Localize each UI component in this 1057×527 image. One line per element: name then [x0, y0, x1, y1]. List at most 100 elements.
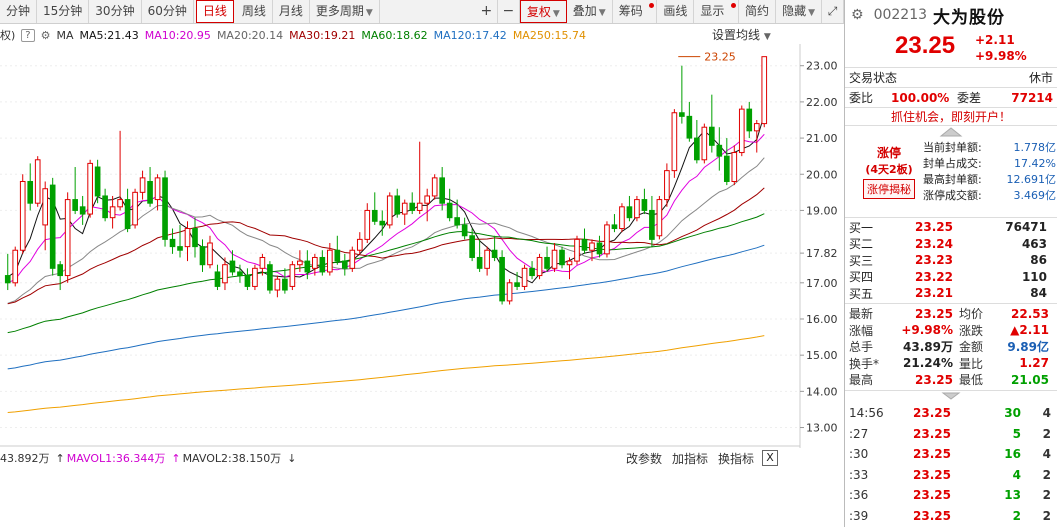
candle-body: [559, 249, 565, 266]
candle-body: [446, 202, 453, 219]
tick-list[interactable]: 14:56 23.25 30 4 :27 23.25 5 2 :30 23.25 16 4 :33…: [845, 401, 1057, 526]
period-15min[interactable]: 15分钟: [37, 0, 90, 23]
candle-body: [723, 155, 730, 182]
hide-dropdown[interactable]: 隐藏 ▼: [776, 0, 822, 23]
candle-body: [102, 195, 108, 219]
candle-body: [409, 202, 416, 211]
period-1min[interactable]: 分钟: [0, 0, 38, 23]
limit-up-summary: 涨停 (4天2板) 涨停揭秘: [855, 140, 923, 199]
notification-dot: [649, 3, 655, 8]
trade-status-value: 休市: [1028, 71, 1053, 85]
ma-line: [7, 133, 765, 284]
tick-time: 14:56: [849, 406, 884, 421]
period-monthly[interactable]: 月线: [273, 0, 310, 23]
candle-body: [267, 264, 273, 291]
candle-body: [416, 202, 423, 211]
candle-body: [237, 271, 243, 277]
price-tick-label: 15.00: [806, 349, 838, 362]
period-60min[interactable]: 60分钟: [142, 0, 194, 23]
adjust-label: 复权: [526, 5, 551, 19]
bid-book: 买一 23.25 76471 买二 23.24 463 买三 23.23 86 买四 23.2…: [845, 218, 1057, 304]
candle-body: [177, 246, 183, 251]
candle-body: [297, 260, 303, 266]
gear-icon[interactable]: ⚙: [851, 7, 864, 23]
candle-body: [147, 180, 153, 204]
high-label: 23.25: [704, 51, 736, 64]
ma30-value: MA30:19.21: [289, 28, 356, 42]
draw-line-button[interactable]: 画线: [657, 0, 695, 23]
bid-volume: 86: [1030, 253, 1047, 268]
candle-body: [499, 256, 505, 302]
zoom-out-button[interactable]: −: [498, 0, 520, 23]
tick-count: 2: [1042, 488, 1051, 503]
chips-label: 筹码: [618, 4, 643, 18]
chips-button[interactable]: 筹码: [613, 0, 658, 23]
tick-volume: 5: [1012, 426, 1021, 441]
simple-mode-button[interactable]: 简约: [739, 0, 777, 23]
change-percent: +9.98%: [975, 49, 1027, 63]
tick-price: 23.25: [913, 467, 951, 482]
period-daily[interactable]: 日线: [195, 0, 234, 23]
ma-label: MA: [56, 28, 74, 42]
notification-dot: [731, 3, 737, 8]
maximize-icon[interactable]: ⤢: [822, 0, 844, 23]
limit-up-details: 当前封单额: 1.778亿 封单占成交: 17.42% 最高封单额: 12.691亿 …: [923, 140, 1056, 204]
ma-line: [7, 187, 765, 305]
candle-body: [401, 202, 408, 215]
limit-up-reveal-button[interactable]: 涨停揭秘: [863, 179, 915, 199]
candle-body: [544, 256, 550, 269]
price-tick-label: 23.00: [806, 60, 838, 73]
ma-line: [7, 244, 765, 370]
candle-body: [454, 217, 460, 226]
tick-time: :33: [849, 467, 869, 482]
ma-legend: 权) ? ⚙ MA MA5:21.43 MA10:20.95 MA20:20.1…: [0, 26, 800, 44]
adjust-dropdown[interactable]: 复权 ▼: [519, 0, 567, 23]
period-weekly[interactable]: 周线: [236, 0, 273, 23]
limit-up-row: 涨停成交额: 3.469亿: [923, 188, 1056, 204]
overlay-dropdown[interactable]: 叠加 ▼: [567, 0, 613, 23]
candle-body: [49, 184, 56, 269]
open-account-ad[interactable]: 抓住机会，即刻开户！: [845, 108, 1057, 126]
tick-time: :27: [849, 426, 869, 441]
candle-body: [514, 282, 520, 287]
display-button[interactable]: 显示: [694, 0, 740, 23]
bid-row: 买一 23.25 76471: [845, 219, 1057, 236]
display-label: 显示: [700, 4, 725, 18]
tick-row: 14:56 23.25 30 4: [845, 403, 1057, 424]
limit-up-row: 最高封单额: 12.691亿: [923, 172, 1056, 188]
volume-value: 43.892万: [0, 452, 50, 465]
tick-count: 4: [1042, 447, 1051, 462]
period-30min[interactable]: 30分钟: [89, 0, 142, 23]
more-periods-dropdown[interactable]: 更多周期 ▼: [310, 0, 380, 23]
edit-params-button[interactable]: 改参数: [626, 452, 663, 466]
quote-value: +9.98%: [901, 323, 953, 338]
help-icon[interactable]: ?: [21, 28, 35, 42]
tick-time: :30: [849, 447, 869, 462]
candle-body: [394, 195, 401, 215]
limit-up-row: 当前封单额: 1.778亿: [923, 140, 1056, 156]
price-box: 23.25 +2.11 +9.98%: [845, 30, 1057, 68]
candle-body: [19, 180, 26, 251]
order-ratio-value: 100.00%: [891, 90, 950, 105]
adjust-mode-label: 权): [0, 29, 16, 42]
price-change: +2.11 +9.98%: [975, 32, 1027, 64]
mavol2-value: MAVOL2:38.150万: [182, 452, 282, 465]
kline-chart[interactable]: 23.25 23.00 22.00 21.00 20.00 19.00 17.82 17.0…: [0, 44, 844, 448]
set-ma-button[interactable]: 设置均线 ▼: [712, 26, 771, 43]
expand-toggle[interactable]: [845, 391, 1057, 401]
ma5-value: MA5:21.43: [79, 28, 139, 42]
candle-body: [289, 264, 296, 287]
detail-label: 涨停成交额:: [923, 189, 982, 202]
candle-body: [656, 199, 663, 237]
candle-body: [566, 260, 573, 266]
close-icon[interactable]: X: [762, 450, 778, 466]
add-indicator-button[interactable]: 加指标: [672, 452, 709, 466]
zoom-in-button[interactable]: +: [476, 0, 498, 23]
collapse-toggle[interactable]: [845, 126, 1057, 138]
price-tick-label: 20.00: [806, 168, 838, 181]
detail-value: 17.42%: [1014, 157, 1056, 170]
ma250-value: MA250:15.74: [512, 28, 587, 42]
change-indicator-button[interactable]: 换指标: [718, 452, 755, 466]
gear-icon[interactable]: ⚙: [40, 28, 51, 42]
tick-volume: 2: [1012, 508, 1021, 523]
